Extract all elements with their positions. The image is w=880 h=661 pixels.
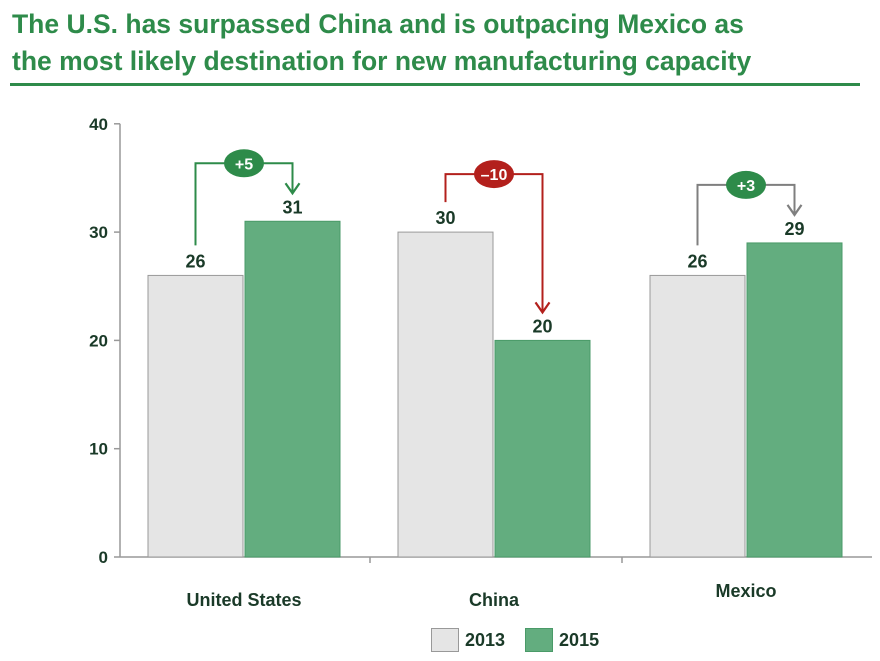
legend-swatch-2013 bbox=[431, 628, 459, 652]
change-badge bbox=[224, 149, 264, 178]
legend: 2013 2015 bbox=[431, 628, 619, 652]
chart-title: The U.S. has surpassed China and is outp… bbox=[12, 6, 872, 80]
chart-title-line-1: The U.S. has surpassed China and is outp… bbox=[12, 9, 744, 39]
category-label: United States bbox=[186, 590, 301, 610]
change-arrowhead bbox=[534, 301, 551, 315]
change-arrowhead bbox=[284, 182, 301, 196]
bar-2015 bbox=[746, 242, 843, 558]
category-label: China bbox=[469, 590, 520, 610]
y-tick-label: 40 bbox=[89, 115, 108, 134]
bar-2013 bbox=[397, 231, 494, 558]
value-label-2015: 29 bbox=[784, 219, 804, 239]
value-label-2013: 26 bbox=[185, 251, 205, 271]
change-badge-label: –10 bbox=[481, 167, 508, 184]
category-label: Mexico bbox=[715, 581, 776, 601]
y-tick-label: 20 bbox=[89, 331, 108, 350]
change-badge bbox=[726, 170, 766, 199]
y-tick-label: 10 bbox=[89, 440, 108, 459]
legend-item-2013: 2013 bbox=[431, 628, 505, 652]
value-label-2013: 30 bbox=[435, 208, 455, 228]
chart-title-line-2: the most likely destination for new manu… bbox=[12, 46, 752, 76]
bar-2015 bbox=[244, 220, 341, 558]
change-badge-label: +3 bbox=[737, 178, 755, 195]
value-label-2013: 26 bbox=[687, 251, 707, 271]
legend-label-2015: 2015 bbox=[559, 629, 600, 650]
change-badge bbox=[474, 160, 514, 189]
change-badge-label: +5 bbox=[235, 156, 253, 173]
value-label-2015: 31 bbox=[282, 197, 302, 217]
bar-2015 bbox=[494, 339, 591, 558]
bar-2013 bbox=[649, 274, 746, 558]
title-underline bbox=[10, 83, 860, 86]
y-tick-label: 0 bbox=[99, 548, 108, 567]
value-label-2015: 20 bbox=[532, 316, 552, 336]
y-tick-label: 30 bbox=[89, 223, 108, 242]
change-arrowhead bbox=[786, 204, 803, 217]
bar-2013 bbox=[147, 274, 244, 558]
legend-label-2013: 2013 bbox=[465, 629, 506, 650]
legend-item-2015: 2015 bbox=[525, 628, 599, 652]
legend-swatch-2015 bbox=[525, 628, 554, 652]
